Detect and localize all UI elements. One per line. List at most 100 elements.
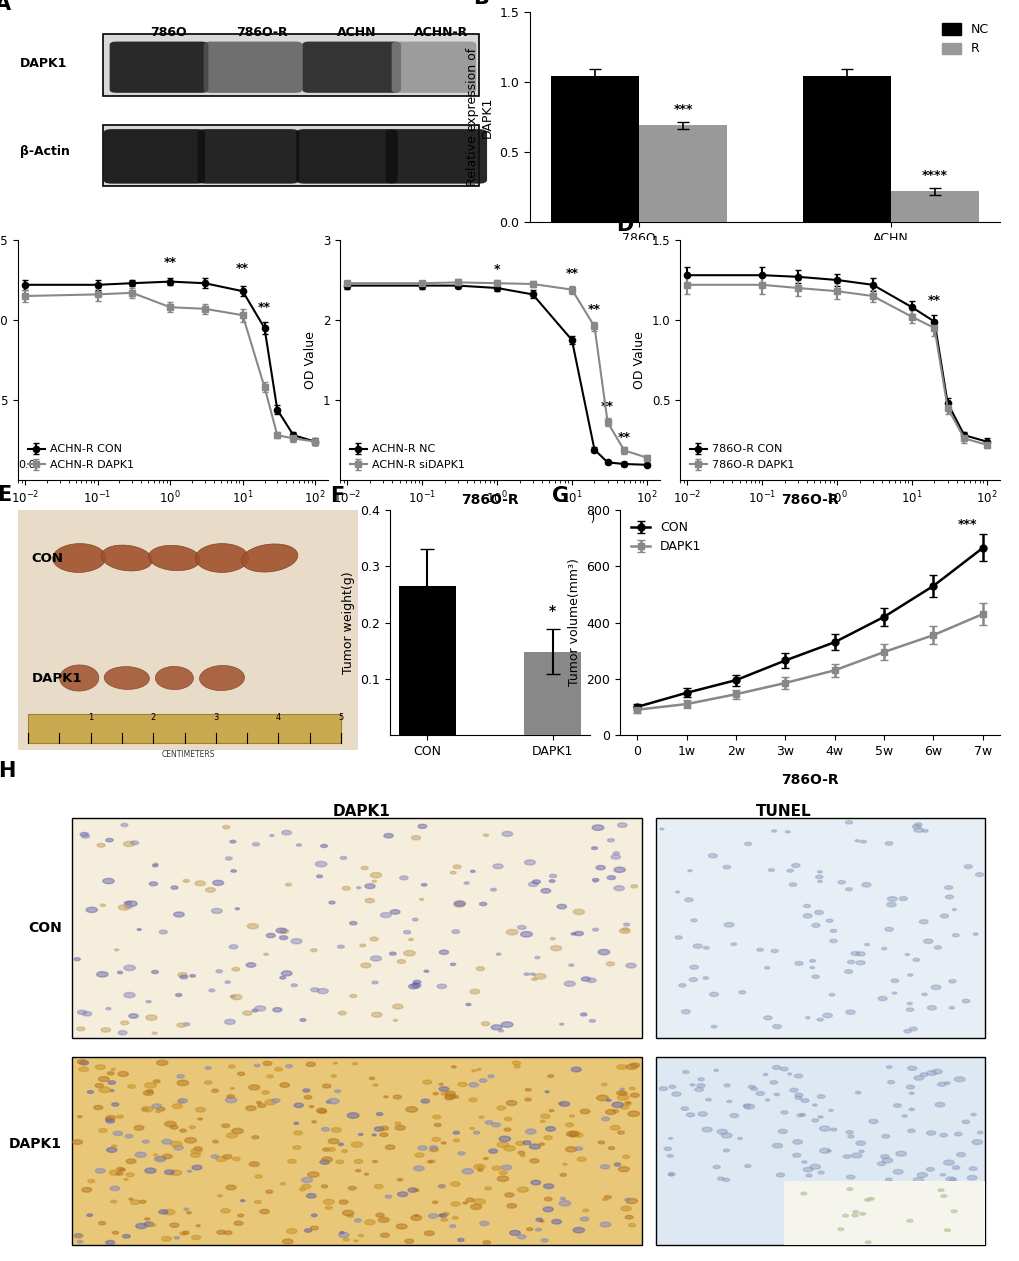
Circle shape <box>106 1008 111 1010</box>
Circle shape <box>559 1023 564 1025</box>
Circle shape <box>767 869 773 871</box>
Circle shape <box>803 904 810 908</box>
Circle shape <box>520 1155 525 1156</box>
Circle shape <box>342 1211 354 1216</box>
Circle shape <box>548 1110 553 1112</box>
Circle shape <box>845 821 852 823</box>
Circle shape <box>470 870 475 873</box>
Circle shape <box>886 1066 891 1068</box>
Circle shape <box>708 854 716 857</box>
Circle shape <box>452 865 461 869</box>
Circle shape <box>171 886 178 889</box>
Circle shape <box>582 1209 588 1212</box>
Circle shape <box>99 1129 107 1132</box>
Circle shape <box>97 844 105 847</box>
Circle shape <box>811 1119 817 1122</box>
Circle shape <box>308 1171 319 1178</box>
Y-axis label: OD Value: OD Value <box>633 332 645 388</box>
Circle shape <box>385 1145 394 1150</box>
Circle shape <box>542 1207 552 1212</box>
FancyBboxPatch shape <box>302 42 400 93</box>
Circle shape <box>225 1097 236 1103</box>
Circle shape <box>262 1091 269 1095</box>
Text: CON: CON <box>29 921 62 934</box>
Circle shape <box>881 1158 892 1163</box>
Circle shape <box>777 1130 787 1134</box>
Circle shape <box>548 880 554 883</box>
Circle shape <box>755 1092 763 1096</box>
Circle shape <box>756 948 762 951</box>
Circle shape <box>564 981 575 986</box>
Circle shape <box>385 1195 391 1198</box>
Circle shape <box>144 1222 154 1227</box>
Circle shape <box>606 875 614 880</box>
Circle shape <box>479 1079 486 1082</box>
Circle shape <box>523 1141 531 1145</box>
Circle shape <box>243 1011 252 1015</box>
Circle shape <box>220 1208 230 1213</box>
Circle shape <box>909 1092 913 1095</box>
Circle shape <box>350 995 357 997</box>
Circle shape <box>249 1084 260 1090</box>
Circle shape <box>326 1101 330 1103</box>
Circle shape <box>217 1194 222 1197</box>
Circle shape <box>125 1135 132 1137</box>
Circle shape <box>817 1171 823 1174</box>
Circle shape <box>720 1132 732 1137</box>
Circle shape <box>694 1087 703 1092</box>
Circle shape <box>223 1155 231 1159</box>
Circle shape <box>817 880 821 883</box>
Circle shape <box>211 908 222 913</box>
Circle shape <box>630 1093 639 1097</box>
Circle shape <box>794 1093 802 1097</box>
Circle shape <box>438 1214 442 1217</box>
Circle shape <box>626 1198 637 1204</box>
Circle shape <box>339 1232 344 1233</box>
Circle shape <box>445 1095 455 1098</box>
Circle shape <box>945 1177 954 1182</box>
Circle shape <box>496 1106 505 1110</box>
Circle shape <box>146 1090 153 1093</box>
Circle shape <box>743 1105 754 1110</box>
Circle shape <box>712 1165 719 1169</box>
Circle shape <box>253 842 259 846</box>
Circle shape <box>601 1083 606 1086</box>
Circle shape <box>149 881 157 885</box>
Circle shape <box>626 1102 630 1103</box>
Circle shape <box>877 996 887 1001</box>
Circle shape <box>566 1146 576 1151</box>
Circle shape <box>828 1110 833 1111</box>
Circle shape <box>842 1214 848 1217</box>
Circle shape <box>595 865 604 870</box>
Circle shape <box>365 884 375 889</box>
Circle shape <box>182 1231 189 1235</box>
Circle shape <box>540 1120 544 1122</box>
Circle shape <box>543 1136 551 1140</box>
Ellipse shape <box>59 665 99 691</box>
Circle shape <box>949 1178 956 1182</box>
Ellipse shape <box>149 545 200 571</box>
Circle shape <box>195 881 205 885</box>
Circle shape <box>429 1160 435 1163</box>
Circle shape <box>370 956 381 961</box>
Circle shape <box>374 1184 383 1189</box>
Circle shape <box>918 919 927 924</box>
Circle shape <box>449 1224 455 1228</box>
Circle shape <box>312 1121 316 1122</box>
Circle shape <box>722 865 730 869</box>
Circle shape <box>225 857 232 860</box>
Circle shape <box>668 1086 676 1088</box>
Circle shape <box>235 908 239 909</box>
Circle shape <box>801 1161 806 1163</box>
Circle shape <box>237 1214 244 1217</box>
Circle shape <box>710 1025 716 1028</box>
Circle shape <box>811 975 818 979</box>
Circle shape <box>458 1151 465 1155</box>
Circle shape <box>439 950 448 955</box>
Circle shape <box>476 967 484 971</box>
Circle shape <box>418 1146 427 1150</box>
Circle shape <box>110 1187 119 1190</box>
Circle shape <box>540 889 550 893</box>
FancyBboxPatch shape <box>198 129 299 184</box>
Text: DAPK1: DAPK1 <box>20 57 67 69</box>
